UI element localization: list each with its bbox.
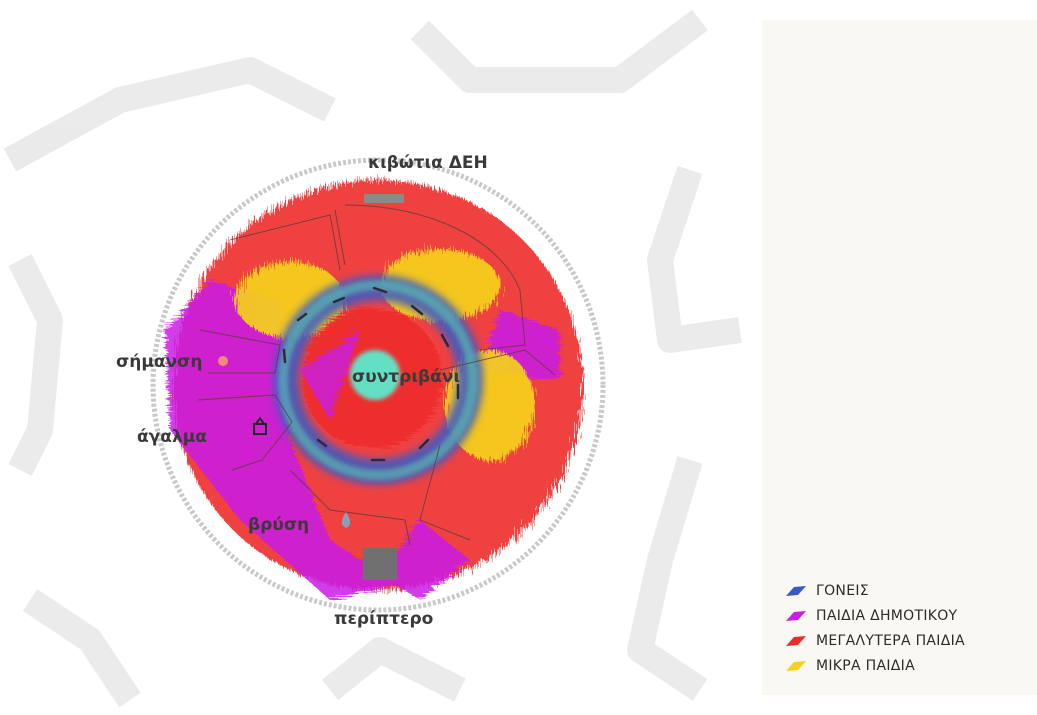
label-drinking-fountain: βρύση xyxy=(248,515,309,535)
kiosk-marker xyxy=(363,548,397,580)
power-boxes-marker xyxy=(364,194,404,203)
brush-stroke-icon xyxy=(786,635,806,646)
label-kiosk: περίπτερο xyxy=(334,609,433,629)
legend-label: ΠΑΙΔΙΑ ΔΗΜΟΤΙΚΟΥ xyxy=(816,607,958,624)
label-power-boxes: κιβώτια ΔΕΗ xyxy=(368,153,488,173)
brush-stroke-icon xyxy=(786,610,806,621)
sign-marker xyxy=(218,356,228,366)
label-statue: άγαλμα xyxy=(137,427,207,447)
legend-item-parents: ΓΟΝΕΙΣ xyxy=(784,578,1034,603)
brush-stroke-icon xyxy=(786,585,806,596)
background-streets xyxy=(3,9,742,708)
legend-item-primary-kids: ΠΑΙΔΙΑ ΔΗΜΟΤΙΚΟΥ xyxy=(784,603,1034,628)
usage-zones xyxy=(165,180,583,600)
side-panel xyxy=(762,20,1037,695)
legend-item-little-kids: ΜΙΚΡΑ ΠΑΙΔΙΑ xyxy=(784,653,1034,678)
fountain xyxy=(350,350,400,400)
legend-label: ΓΟΝΕΙΣ xyxy=(816,582,869,599)
label-fountain: συντριβάνι xyxy=(352,367,460,387)
drinking-fountain-marker xyxy=(341,512,351,528)
legend: ΓΟΝΕΙΣ ΠΑΙΔΙΑ ΔΗΜΟΤΙΚΟΥ ΜΕΓΑΛΥΤΕΡΑ ΠΑΙΔΙ… xyxy=(784,578,1034,678)
legend-item-older-kids: ΜΕΓΑΛΥΤΕΡΑ ΠΑΙΔΙΑ xyxy=(784,628,1034,653)
label-sign: σήμανση xyxy=(116,352,202,372)
benches xyxy=(282,286,460,462)
zone-primary-kids-south xyxy=(380,520,470,600)
zone-boundaries xyxy=(197,204,556,546)
brush-stroke-icon xyxy=(786,660,806,671)
park-circle-outline xyxy=(150,157,606,613)
legend-label: ΜΕΓΑΛΥΤΕΡΑ ΠΑΙΔΙΑ xyxy=(816,632,965,649)
statue-marker xyxy=(253,416,267,435)
legend-label: ΜΙΚΡΑ ΠΑΙΔΙΑ xyxy=(816,657,915,674)
